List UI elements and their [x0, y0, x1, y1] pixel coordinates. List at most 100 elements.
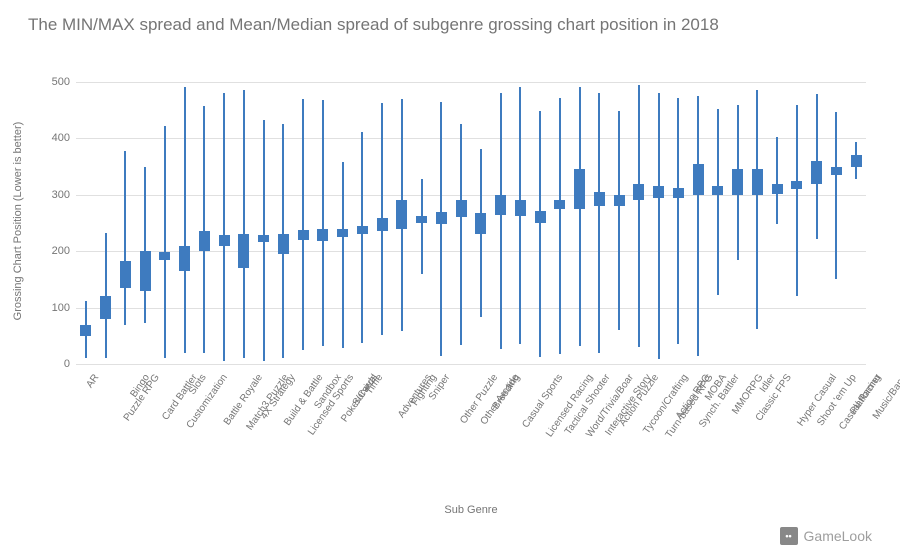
series: Poker/Cards	[313, 82, 333, 364]
whisker	[638, 85, 640, 347]
series: Customization	[155, 82, 175, 364]
box	[357, 226, 368, 234]
series: Sandbox	[293, 82, 313, 364]
whisker	[677, 98, 679, 344]
whisker	[302, 99, 304, 351]
series: Interactive Story	[570, 82, 590, 364]
whisker	[124, 151, 126, 325]
y-tick-label: 500	[52, 76, 70, 88]
series: Fighting	[392, 82, 412, 364]
box	[179, 246, 190, 271]
box	[456, 200, 467, 217]
series: Other Puzzle	[432, 82, 452, 364]
plot-area: 0100200300400500ARPuzzle RPGBingoCard Ba…	[76, 82, 866, 364]
series: AR	[76, 82, 96, 364]
series: Time	[353, 82, 373, 364]
box	[693, 164, 704, 195]
box	[633, 184, 644, 201]
box	[475, 213, 486, 234]
box	[140, 251, 151, 290]
box	[831, 167, 842, 175]
whisker	[164, 126, 166, 358]
series: Turn-based RPG	[629, 82, 649, 364]
whisker	[598, 93, 600, 352]
series: Action Puzzle	[590, 82, 610, 364]
whisker	[756, 90, 758, 329]
series: Tycoon/Crafting	[609, 82, 629, 364]
whisker	[579, 87, 581, 346]
series: Casual Racing	[807, 82, 827, 364]
box	[495, 195, 506, 215]
box	[298, 230, 309, 240]
chart-title: The MIN/MAX spread and Mean/Median sprea…	[28, 14, 848, 36]
gridline	[76, 364, 866, 365]
series: Hyper Casual	[767, 82, 787, 364]
series: Slots	[175, 82, 195, 364]
box	[317, 229, 328, 241]
series: MMORPG	[708, 82, 728, 364]
series: Battle Royale	[195, 82, 215, 364]
series: Word/Trivia/Boar	[550, 82, 570, 364]
series: Puzzle RPG	[96, 82, 116, 364]
y-tick-label: 100	[52, 302, 70, 314]
whisker	[184, 87, 186, 353]
box	[416, 216, 427, 223]
series: Casual Sports	[491, 82, 511, 364]
whisker	[440, 102, 442, 356]
box	[120, 261, 131, 288]
whisker	[618, 111, 620, 330]
y-axis-label: Grossing Chart Position (Lower is better…	[12, 80, 24, 362]
whisker	[322, 100, 324, 346]
box	[436, 212, 447, 224]
box	[653, 186, 664, 197]
whisker	[559, 98, 561, 354]
watermark: •• GameLook	[780, 527, 872, 545]
series: Idler	[748, 82, 768, 364]
whisker	[421, 179, 423, 274]
box	[159, 252, 170, 259]
series: Sniper	[412, 82, 432, 364]
series: Shoot 'em Up	[787, 82, 807, 364]
box	[377, 218, 388, 231]
series: Survival	[333, 82, 353, 364]
watermark-icon: ••	[780, 527, 798, 545]
box	[712, 186, 723, 194]
whisker	[342, 162, 344, 348]
box	[278, 234, 289, 254]
box	[614, 195, 625, 206]
series: Breeding	[471, 82, 491, 364]
x-axis-label: Sub Genre	[76, 504, 866, 516]
whisker	[500, 93, 502, 349]
box	[791, 181, 802, 189]
box	[554, 200, 565, 208]
series: Bingo	[116, 82, 136, 364]
box	[238, 234, 249, 268]
box	[811, 161, 822, 184]
series: Adventures	[372, 82, 392, 364]
box	[673, 188, 684, 198]
whisker	[144, 167, 146, 324]
whisker	[243, 90, 245, 358]
whisker	[460, 124, 462, 345]
series: Action RPG	[649, 82, 669, 364]
whisker	[717, 109, 719, 295]
series: Licensed Sports	[274, 82, 294, 364]
series: Classic FPS	[728, 82, 748, 364]
series: Platformer	[827, 82, 847, 364]
whisker	[835, 112, 837, 279]
whisker	[776, 137, 778, 224]
box	[594, 192, 605, 206]
y-tick-label: 200	[52, 245, 70, 257]
box	[515, 200, 526, 216]
series: Match3 Puzzle	[214, 82, 234, 364]
box	[752, 169, 763, 194]
box	[732, 169, 743, 194]
y-tick-label: 300	[52, 189, 70, 201]
series: MOBA	[688, 82, 708, 364]
series: Build & Battle	[254, 82, 274, 364]
watermark-text: GameLook	[804, 528, 872, 544]
whisker	[361, 132, 363, 343]
whisker	[223, 93, 225, 360]
y-tick-label: 400	[52, 132, 70, 144]
series: Other Arcade	[451, 82, 471, 364]
